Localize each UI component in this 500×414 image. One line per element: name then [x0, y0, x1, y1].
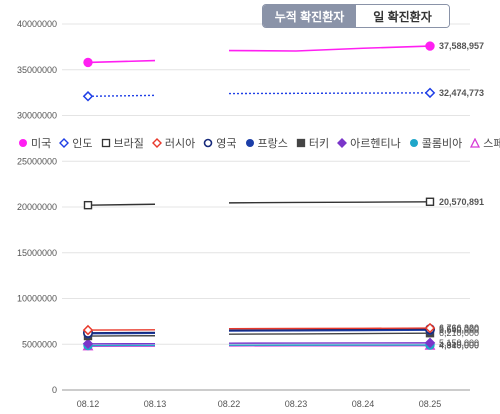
y-tick-label: 10000000 [17, 294, 57, 304]
legend-label: 미국 [31, 138, 52, 150]
legend-marker-icon [203, 138, 213, 148]
data-label: 32,474,773 [439, 88, 484, 98]
data-point-marker [424, 87, 436, 99]
x-tick-label: 08.13 [144, 399, 167, 409]
legend-label: 영국 [216, 138, 237, 150]
legend-marker-icon [59, 138, 70, 148]
series-line-5 [87, 329, 431, 335]
legend-label: 콜롬비아 [421, 138, 463, 150]
data-point-marker [83, 57, 93, 68]
tab-daily-cases[interactable]: 일 확진환자 [356, 5, 449, 27]
legend-item[interactable]: 스페인 [470, 135, 500, 151]
data-label: 6,540,000 [439, 325, 479, 335]
legend-label: 스페인 [483, 138, 500, 150]
legend-marker-icon [245, 139, 254, 147]
legend-label: 아르헨티나 [350, 138, 401, 150]
legend-item[interactable]: 미국 [18, 135, 51, 151]
legend-marker-icon [101, 138, 110, 148]
legend-label: 러시아 [164, 138, 196, 150]
data-point-marker [425, 197, 435, 206]
y-tick-label: 20000000 [17, 202, 57, 212]
y-tick-label: 5000000 [22, 339, 57, 349]
data-point-marker [82, 338, 94, 350]
data-label: 4,915,000 [439, 340, 479, 350]
data-point-marker [83, 200, 93, 210]
legend-label: 인도 [72, 138, 93, 150]
x-tick-label: 08.22 [218, 399, 241, 409]
y-tick-label: 0 [52, 385, 57, 395]
series-line-1 [87, 92, 431, 97]
y-tick-label: 15000000 [17, 248, 57, 258]
legend-label: 브라질 [113, 138, 144, 150]
series-line-0 [87, 45, 431, 64]
chart-legend: 미국 인도 브라질 러시아 영국 프랑스 터키 아르헨티나 콜롬비아 스페인 [18, 135, 500, 151]
data-point-marker [82, 324, 94, 336]
data-label: 37,588,957 [439, 41, 484, 51]
series-line-6 [87, 332, 431, 337]
legend-label: 터키 [308, 138, 330, 150]
legend-marker-icon [337, 138, 348, 148]
legend-item[interactable]: 터키 [296, 135, 329, 151]
y-tick-label: 30000000 [17, 111, 57, 121]
data-point-marker [425, 41, 435, 51]
series-line-2 [87, 201, 431, 206]
y-tick-label: 40000000 [17, 19, 57, 29]
series-line-7 [87, 342, 431, 345]
data-label: 6,210,000 [439, 328, 479, 338]
data-point-marker [424, 322, 436, 334]
data-point-marker [82, 91, 94, 102]
series-line-8 [87, 344, 431, 347]
x-tick-label: 08.23 [285, 399, 308, 409]
data-label: 4,840,000 [439, 341, 479, 351]
chart-tab-group: 누적 확진환자 일 확진환자 [262, 4, 450, 28]
legend-item[interactable]: 프랑스 [245, 135, 288, 151]
legend-label: 프랑스 [257, 138, 288, 150]
legend-marker-icon [19, 139, 27, 147]
legend-item[interactable]: 러시아 [151, 135, 196, 151]
series-line-4 [87, 328, 431, 334]
legend-item[interactable]: 인도 [59, 135, 93, 151]
legend-item[interactable]: 콜롬비아 [409, 135, 462, 151]
y-tick-label: 25000000 [17, 156, 57, 166]
x-tick-label: 08.12 [77, 399, 100, 409]
legend-item[interactable]: 영국 [203, 135, 237, 151]
legend-item[interactable]: 아르헨티나 [337, 135, 401, 151]
legend-marker-icon [470, 138, 481, 148]
legend-marker-icon [151, 138, 162, 148]
data-label: 6,766,320 [439, 323, 479, 333]
legend-item[interactable]: 브라질 [101, 135, 144, 151]
series-line-3 [87, 327, 431, 331]
x-tick-label: 08.25 [419, 399, 442, 409]
tab-cumulative-cases[interactable]: 누적 확진환자 [263, 5, 356, 27]
legend-marker-icon [296, 138, 306, 148]
y-tick-label: 35000000 [17, 65, 57, 75]
data-label: 5,150,000 [439, 338, 479, 348]
legend-marker-icon [409, 139, 418, 147]
x-tick-label: 08.24 [352, 399, 375, 409]
data-label: 6,650,000 [439, 324, 479, 334]
data-point-marker [424, 337, 436, 349]
data-label: 20,570,891 [439, 197, 484, 207]
